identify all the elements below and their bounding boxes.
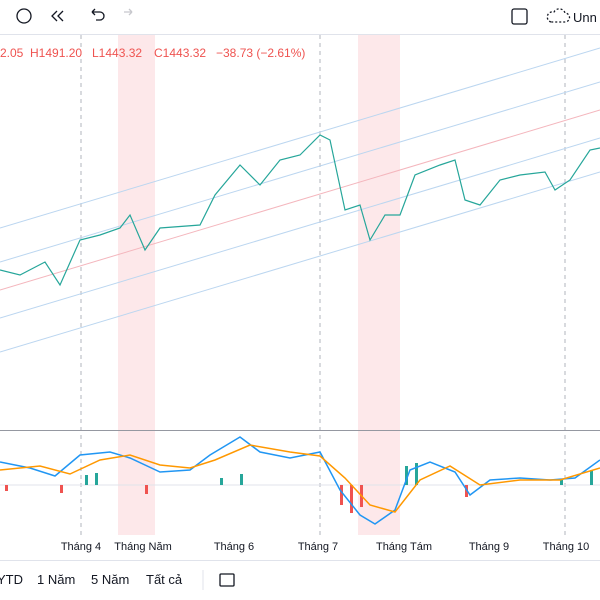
toolbar-icons	[16, 8, 571, 587]
macd-line	[0, 436, 600, 525]
range-button[interactable]: 1 Năm	[37, 572, 76, 587]
ohlc-change: −38.73 (−2.61%)	[216, 46, 306, 60]
ohlc-low: L1443.32	[92, 46, 143, 60]
ohlc-high: H1491.20	[30, 46, 83, 60]
macd-histogram	[5, 463, 593, 513]
signal-line	[0, 444, 600, 513]
range-button[interactable]: 5 Năm	[91, 572, 130, 587]
layout-name[interactable]: Unn	[573, 10, 597, 25]
x-axis-label: Tháng Tám	[375, 541, 433, 553]
x-axis-label: Tháng Năm	[114, 541, 172, 553]
x-axis-label: Tháng 10	[542, 541, 590, 553]
ohlc-open: 2.05	[0, 46, 24, 60]
x-axis-label: Tháng 9	[468, 541, 510, 553]
ohlc-close: C1443.32	[154, 46, 207, 60]
x-axis-label: Tháng 6	[213, 541, 255, 553]
x-axis-label: Tháng 7	[297, 541, 339, 553]
price-bars	[0, 134, 600, 287]
range-button[interactable]: YTD	[0, 572, 23, 587]
regression-channel	[0, 47, 600, 353]
x-axis-label: Tháng 4	[60, 541, 102, 553]
range-button[interactable]: Tất cả	[146, 572, 183, 587]
highlight-band	[118, 35, 155, 535]
